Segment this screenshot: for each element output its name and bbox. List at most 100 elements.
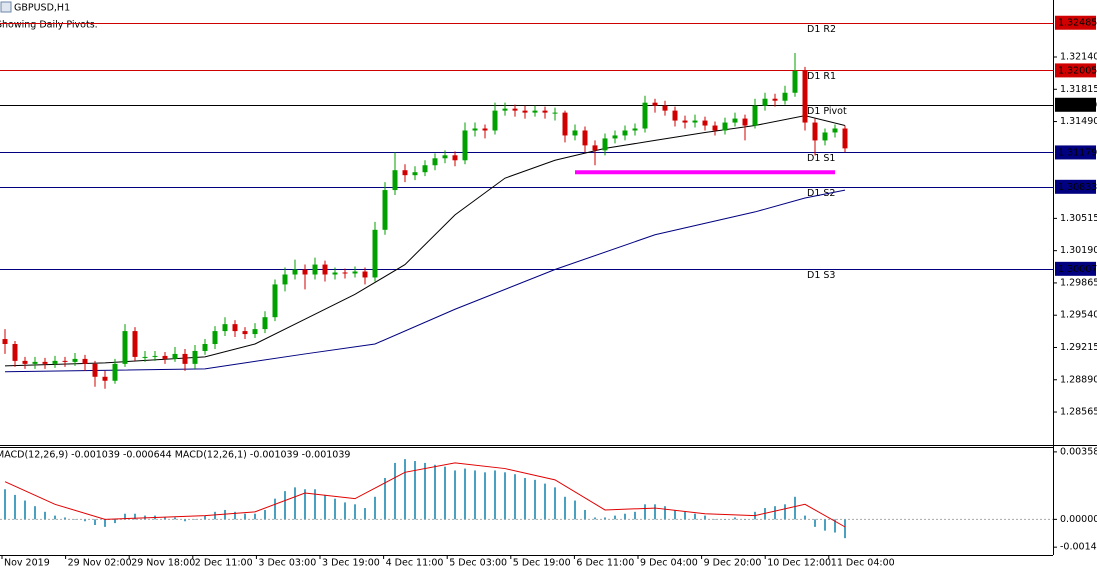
candle-body — [422, 165, 428, 173]
histogram-bar — [774, 506, 776, 520]
pivot-label: D1 S3 — [807, 270, 835, 281]
candle-body — [492, 110, 498, 131]
candle-body — [382, 190, 388, 230]
candle-body — [152, 355, 158, 357]
candle-body — [592, 145, 598, 151]
candle-body — [542, 110, 548, 113]
histogram-bar — [204, 515, 206, 520]
x-tick-label: 5 Dec 03:00 — [449, 558, 507, 569]
price-box-label: 1.31659 — [1058, 100, 1097, 111]
pivot-label: D1 S1 — [807, 153, 835, 164]
histogram-bar — [434, 464, 436, 520]
chart-title: GBPUSD,H1 — [14, 3, 70, 14]
candle-body — [582, 130, 588, 146]
price-box — [1055, 261, 1096, 276]
candle-body — [712, 125, 718, 131]
x-tick-label: 29 Nov 02:00 — [68, 558, 132, 569]
candle-body — [652, 102, 658, 106]
candle-body — [72, 358, 78, 362]
histogram-bar — [294, 487, 296, 520]
candle-body — [842, 128, 848, 149]
candle-body — [532, 110, 538, 113]
candle-body — [82, 358, 88, 364]
histogram-bar — [374, 496, 376, 520]
histogram-bar — [604, 517, 606, 520]
histogram-bar — [164, 517, 166, 520]
candle-body — [602, 138, 608, 151]
candle-body — [182, 353, 188, 364]
candle-body — [242, 331, 248, 335]
candle-body — [762, 98, 768, 106]
candle-body — [642, 102, 648, 129]
histogram-bar — [534, 479, 536, 520]
histogram-bar — [544, 483, 546, 520]
x-tick-label: 2 Dec 11:00 — [195, 558, 253, 569]
histogram-bar — [834, 519, 836, 533]
histogram-bar — [644, 504, 646, 520]
price-box-label: 1.32005 — [1058, 65, 1097, 76]
histogram-bar — [654, 504, 656, 520]
histogram-bar — [394, 462, 396, 520]
histogram-bar — [44, 511, 46, 520]
candle-body — [202, 344, 208, 351]
histogram-bar — [354, 504, 356, 520]
x-tick-label: 9 Dec 04:00 — [640, 558, 698, 569]
candle-body — [612, 135, 618, 139]
price-box — [1055, 145, 1096, 160]
candle-body — [502, 108, 508, 111]
price-box-label: 1.30007 — [1058, 264, 1097, 275]
y-tick-label: 1.28565 — [1060, 407, 1097, 418]
candle-body — [402, 170, 408, 176]
price-box — [1055, 15, 1096, 30]
histogram-bar — [54, 515, 56, 520]
histogram-bar — [464, 468, 466, 520]
candle-body — [522, 110, 528, 113]
candle-body — [482, 128, 488, 131]
candle-body — [672, 110, 678, 121]
histogram-bar — [594, 517, 596, 520]
histogram-bar — [34, 506, 36, 520]
candle-body — [372, 229, 378, 278]
histogram-bar — [64, 517, 66, 520]
candle-body — [442, 155, 448, 159]
x-tick-label: 6 Dec 11:00 — [576, 558, 634, 569]
histogram-bar — [414, 461, 416, 520]
candle-body — [472, 128, 478, 131]
histogram-bar — [684, 511, 686, 520]
x-tick-label: 3 Dec 19:00 — [322, 558, 380, 569]
candle-body — [572, 130, 578, 136]
price-box — [1055, 63, 1096, 78]
candle-body — [32, 361, 38, 364]
histogram-bar — [214, 511, 216, 520]
histogram-bar — [284, 491, 286, 520]
price-box — [1055, 179, 1096, 194]
x-tick-label: 10 Dec 12:00 — [767, 558, 831, 569]
candle-body — [312, 264, 318, 275]
candle-body — [102, 376, 108, 381]
histogram-bar — [504, 472, 506, 520]
candle-body — [732, 118, 738, 123]
candle-body — [802, 70, 808, 123]
y-tick-label: 1.32140 — [1060, 52, 1097, 63]
candle-body — [92, 363, 98, 377]
candle-body — [562, 112, 568, 136]
histogram-bar — [14, 494, 16, 520]
candle-body — [782, 92, 788, 101]
histogram-bar — [494, 470, 496, 520]
histogram-bar — [634, 511, 636, 520]
y-tick-label: 1.31815 — [1060, 84, 1097, 95]
candle-body — [342, 272, 348, 274]
histogram-bar — [324, 494, 326, 520]
price-box-label: 1.30833 — [1058, 182, 1097, 193]
candle-body — [172, 353, 178, 359]
candle-body — [742, 118, 748, 126]
candle-body — [702, 120, 708, 126]
histogram-bar — [804, 515, 806, 520]
histogram-bar — [584, 509, 586, 520]
candle-body — [512, 108, 518, 111]
pivot-label: D1 R1 — [807, 71, 836, 82]
candle-body — [452, 155, 458, 161]
histogram-bar — [704, 515, 706, 520]
pivot-label: D1 S2 — [807, 188, 835, 199]
